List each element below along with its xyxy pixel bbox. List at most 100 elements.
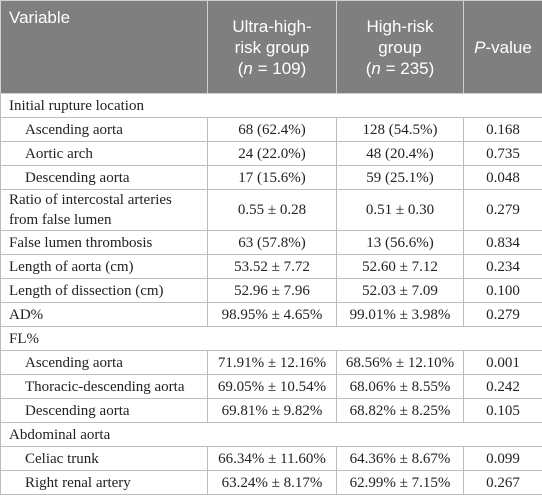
table-row: Ratio of intercostal arteries from false… — [0, 189, 542, 231]
cell: 68.06% ± 8.55% — [336, 374, 464, 399]
row-label: Descending aorta — [0, 165, 208, 190]
header-line: (n = 235) — [345, 58, 455, 79]
header-line: risk group — [216, 37, 328, 58]
header-text: n — [243, 58, 253, 78]
table-row: Thoracic-descending aorta 69.05% ± 10.54%… — [0, 374, 542, 399]
cell: 69.81% ± 9.82% — [207, 398, 337, 423]
cell: 0.51 ± 0.30 — [336, 189, 464, 231]
header-line: P-value — [472, 37, 534, 58]
cell: 0.168 — [463, 117, 542, 142]
section-row: Abdominal aorta — [0, 422, 542, 447]
table-row: AD% 98.95% ± 4.65% 99.01% ± 3.98% 0.279 — [0, 302, 542, 327]
header-cell: P-value — [463, 0, 542, 94]
cell: 0.267 — [463, 470, 542, 495]
table-row: False lumen thrombosis 63 (57.8%) 13 (56.6… — [0, 230, 542, 255]
header-text: Variable — [9, 8, 71, 27]
cell: 59 (25.1%) — [336, 165, 464, 190]
row-label: Ascending aorta — [0, 117, 208, 142]
section-row: Initial rupture location — [0, 93, 542, 118]
section-label: Abdominal aorta — [0, 422, 542, 447]
header-line: (n = 109) — [216, 58, 328, 79]
header-cell: High-risk group (n = 235) — [336, 0, 464, 94]
cell: 69.05% ± 10.54% — [207, 374, 337, 399]
header-text: ( — [237, 58, 244, 78]
cell: 64.36% ± 8.67% — [336, 446, 464, 471]
header-line: group — [345, 37, 455, 58]
cell: 52.60 ± 7.12 — [336, 254, 464, 279]
cell: 98.95% ± 4.65% — [207, 302, 337, 327]
header-text: risk group — [234, 37, 310, 57]
table-row: Descending aorta 17 (15.6%) 59 (25.1%) 0.04… — [0, 165, 542, 190]
cell: 0.279 — [463, 302, 542, 327]
header-text: -value — [485, 37, 532, 57]
cell: 53.52 ± 7.72 — [207, 254, 337, 279]
header-cell: Variable — [0, 0, 208, 94]
row-label: Ratio of intercostal arteries from false… — [0, 189, 208, 231]
row-label: Length of dissection (cm) — [0, 278, 208, 303]
cell: 0.242 — [463, 374, 542, 399]
table-body: Initial rupture location Ascending aorta 6… — [0, 93, 542, 495]
cell: 0.735 — [463, 141, 542, 166]
cell: 17 (15.6%) — [207, 165, 337, 190]
cell: 0.234 — [463, 254, 542, 279]
section-label: FL% — [0, 326, 542, 351]
row-label: Descending aorta — [0, 398, 208, 423]
header-text: = 109) — [252, 58, 307, 78]
header-text: High-risk — [366, 16, 434, 36]
section-label: Initial rupture location — [0, 93, 542, 118]
cell: 71.91% ± 12.16% — [207, 350, 337, 375]
row-label: Right renal artery — [0, 470, 208, 495]
header-line: Variable — [9, 7, 199, 28]
header-line: Ultra-high- — [216, 16, 328, 37]
cell: 13 (56.6%) — [336, 230, 464, 255]
cell: 68.56% ± 12.10% — [336, 350, 464, 375]
row-label: Thoracic-descending aorta — [0, 374, 208, 399]
table-row: Length of aorta (cm) 53.52 ± 7.72 52.60 ± … — [0, 254, 542, 279]
table-row: Celiac trunk 66.34% ± 11.60% 64.36% ± 8.67… — [0, 446, 542, 471]
cell: 0.099 — [463, 446, 542, 471]
cell: 63.24% ± 8.17% — [207, 470, 337, 495]
cell: 0.105 — [463, 398, 542, 423]
table-row: Length of dissection (cm) 52.96 ± 7.96 52.… — [0, 278, 542, 303]
header-text: Ultra-high- — [232, 16, 312, 36]
row-label: False lumen thrombosis — [0, 230, 208, 255]
header-text: group — [378, 37, 422, 57]
cell: 62.99% ± 7.15% — [336, 470, 464, 495]
row-label: Aortic arch — [0, 141, 208, 166]
cell: 0.048 — [463, 165, 542, 190]
cell: 24 (22.0%) — [207, 141, 337, 166]
cell: 66.34% ± 11.60% — [207, 446, 337, 471]
cell: 0.001 — [463, 350, 542, 375]
table-row: Ascending aorta 68 (62.4%) 128 (54.5%) 0.16… — [0, 117, 542, 142]
section-row: FL% — [0, 326, 542, 351]
cell: 63 (57.8%) — [207, 230, 337, 255]
header-text: ( — [365, 58, 372, 78]
header-text: = 235) — [380, 58, 435, 78]
table-row: Right renal artery 63.24% ± 8.17% 62.99% ±… — [0, 470, 542, 495]
cell: 68 (62.4%) — [207, 117, 337, 142]
header-line: High-risk — [345, 16, 455, 37]
row-label: Ascending aorta — [0, 350, 208, 375]
cell: 52.03 ± 7.09 — [336, 278, 464, 303]
row-label: Length of aorta (cm) — [0, 254, 208, 279]
cell: 128 (54.5%) — [336, 117, 464, 142]
cell: 99.01% ± 3.98% — [336, 302, 464, 327]
cell: 0.55 ± 0.28 — [207, 189, 337, 231]
table-row: Descending aorta 69.81% ± 9.82% 68.82% ± 8… — [0, 398, 542, 423]
row-label: AD% — [0, 302, 208, 327]
header-text: P — [474, 37, 486, 57]
table-row: Aortic arch 24 (22.0%) 48 (20.4%) 0.735 — [0, 141, 542, 166]
header-row: Variable Ultra-high-risk group (n = 109) Hi… — [0, 0, 542, 94]
header-cell: Ultra-high-risk group (n = 109) — [207, 0, 337, 94]
cell: 52.96 ± 7.96 — [207, 278, 337, 303]
table-row: Ascending aorta 71.91% ± 12.16% 68.56% ± 1… — [0, 350, 542, 375]
cell: 0.100 — [463, 278, 542, 303]
header-text: n — [371, 58, 381, 78]
row-label: Celiac trunk — [0, 446, 208, 471]
cell: 68.82% ± 8.25% — [336, 398, 464, 423]
cell: 48 (20.4%) — [336, 141, 464, 166]
cell: 0.279 — [463, 189, 542, 231]
cell: 0.834 — [463, 230, 542, 255]
